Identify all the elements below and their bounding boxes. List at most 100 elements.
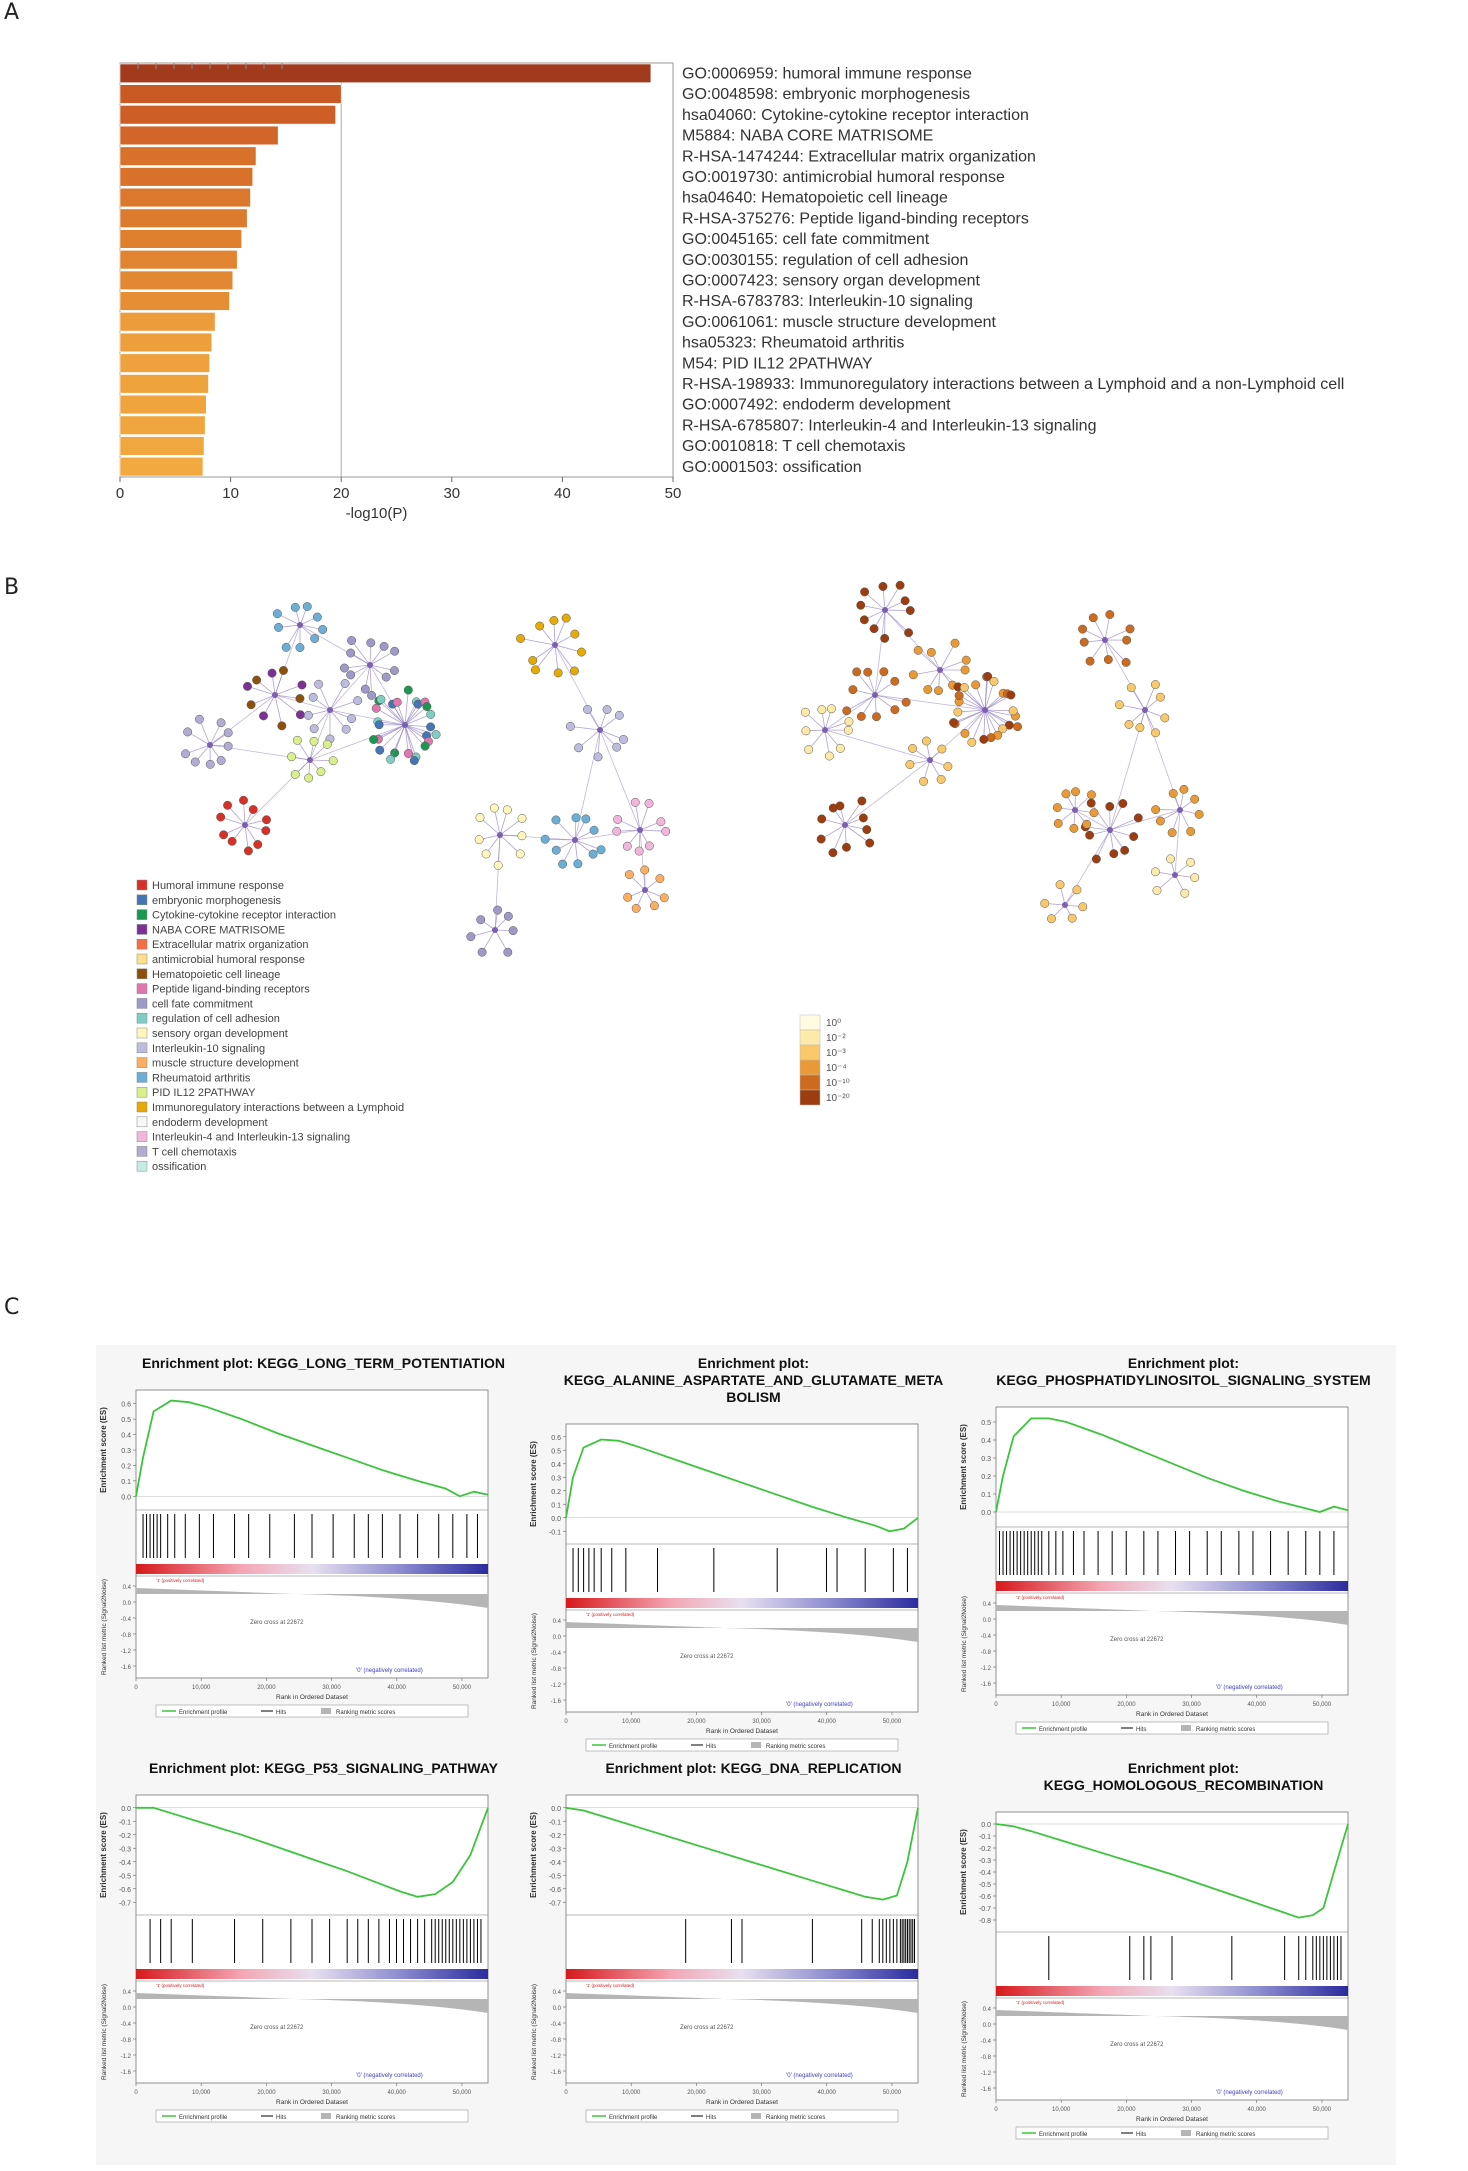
network-node xyxy=(308,692,318,702)
network-edge xyxy=(520,638,556,646)
y-tick-label: 0.3 xyxy=(121,1448,131,1455)
pvalue-swatch xyxy=(799,1059,821,1076)
category-label: hsa04640: Hematopoietic cell lineage xyxy=(682,190,948,207)
network-node xyxy=(835,801,845,811)
network-node xyxy=(569,666,579,676)
network-edge xyxy=(378,700,406,726)
network-edge xyxy=(953,709,986,723)
network-node xyxy=(890,705,900,715)
network-node xyxy=(1103,655,1113,665)
y-tick-label: -0.4 xyxy=(119,1860,131,1867)
network-node xyxy=(921,736,931,746)
y-tick-label: -0.6 xyxy=(119,1887,131,1894)
network-node xyxy=(287,752,297,762)
network-edge xyxy=(984,681,995,711)
network-node xyxy=(243,846,253,856)
network-edge xyxy=(599,729,641,831)
legend-es-label: Enrichment profile xyxy=(609,2115,658,2121)
network-node xyxy=(1040,898,1050,908)
pvalue-label: 10⁰ xyxy=(826,1018,841,1029)
network-node xyxy=(502,805,512,815)
category-label: R-HSA-6785807: Interleukin-4 and Interle… xyxy=(682,417,1096,434)
legend-swatch xyxy=(136,938,148,950)
network-edge xyxy=(1104,639,1146,711)
network-edge xyxy=(562,839,576,865)
network-node xyxy=(322,739,332,749)
network-node xyxy=(1151,805,1161,815)
category-label: GO:0007423: sensory organ development xyxy=(682,273,981,290)
network-node xyxy=(863,667,873,677)
gsea-svg: 0.0 -0.1 -0.2 -0.3 -0.4 -0.5 -0.6 -0.7 Enrichmen… xyxy=(529,1794,919,2123)
network-edge xyxy=(1104,639,1127,663)
network-node xyxy=(602,705,612,715)
network-node xyxy=(516,634,525,643)
pos-label: '1' (positively correlated) xyxy=(156,1983,205,1988)
network-node xyxy=(379,641,389,651)
network-node xyxy=(303,710,313,720)
gsea-title-line: Enrichment plot: xyxy=(1127,1760,1240,1776)
network-node xyxy=(1155,816,1165,826)
network-edge xyxy=(497,834,501,866)
rank-axis-label: Ranked list metric (Signal2Noise) xyxy=(531,1984,538,2080)
legend-hits-label: Hits xyxy=(276,2115,286,2121)
y-tick-label: -0.2 xyxy=(549,1833,561,1840)
network-node xyxy=(828,848,838,858)
network-edge xyxy=(351,640,371,666)
network-edge xyxy=(209,694,276,746)
bar xyxy=(119,208,248,228)
x-tick-label: 10,000 xyxy=(192,1685,211,1691)
y-tick-label: 0.4 xyxy=(551,1462,561,1469)
network-edge xyxy=(390,724,406,760)
network-edge xyxy=(404,701,426,726)
network-node xyxy=(612,826,622,836)
network-edge xyxy=(570,725,601,731)
network-node xyxy=(281,642,291,652)
x-tick-label: 50,000 xyxy=(1313,1702,1332,1708)
y-tick-label: 0.0 xyxy=(981,1822,991,1829)
network-node xyxy=(530,665,540,675)
legend-label: sensory organ development xyxy=(152,1028,288,1040)
network-edge xyxy=(984,709,999,736)
x-tick-label: 40,000 xyxy=(818,2090,837,2096)
x-tick-label: 20,000 xyxy=(1117,2107,1136,2113)
bar xyxy=(119,84,342,104)
legend-label: Rheumatoid arthritis xyxy=(152,1072,251,1084)
x-tick-label: 40,000 xyxy=(818,1719,837,1725)
plot-frame xyxy=(995,1406,1349,1696)
y-tick-label: -0.5 xyxy=(119,1873,131,1880)
network-node xyxy=(549,616,559,625)
network-node xyxy=(1118,799,1128,808)
network-edge xyxy=(329,664,371,711)
network-node xyxy=(1013,722,1023,732)
gsea-plot: Enrichment plot: KEGG_DNA_REPLICATION 0.0… xyxy=(526,1760,981,2170)
network-category-1 xyxy=(181,602,441,856)
pvalue-label: 10⁻³ xyxy=(826,1048,846,1059)
network-node xyxy=(1121,657,1131,667)
network-edge xyxy=(574,729,601,841)
network-node xyxy=(1190,794,1200,804)
y-tick-label: 0.0 xyxy=(121,1806,131,1813)
pos-label: '1' (positively correlated) xyxy=(586,1983,635,1988)
rank-metric-area xyxy=(136,1993,488,2013)
network-edge xyxy=(375,707,406,726)
es-curve xyxy=(565,1806,919,1901)
rank-gradient-bar xyxy=(566,1598,918,1608)
x-tick-label: 0 xyxy=(994,2107,998,2113)
network-node xyxy=(243,681,252,691)
network-hub xyxy=(637,827,643,833)
network-edge xyxy=(1144,684,1156,711)
network-node xyxy=(493,905,503,915)
y-tick-label: -0.8 xyxy=(979,1918,991,1925)
rank-tick-label: -0.4 xyxy=(121,2022,132,2028)
x-axis-label: Rank in Ordered Dataset xyxy=(1136,2116,1208,2123)
network-node xyxy=(503,947,513,957)
rank-metric-area xyxy=(566,1993,918,2013)
network-edge xyxy=(545,838,576,841)
network-edge xyxy=(939,642,956,671)
network-node xyxy=(493,860,503,870)
network-node xyxy=(466,932,476,942)
legend-rank-label: Ranking metric scores xyxy=(766,1744,825,1750)
legend-rank-swatch xyxy=(751,1742,761,1748)
network-node xyxy=(901,697,911,707)
network-node xyxy=(979,734,989,744)
